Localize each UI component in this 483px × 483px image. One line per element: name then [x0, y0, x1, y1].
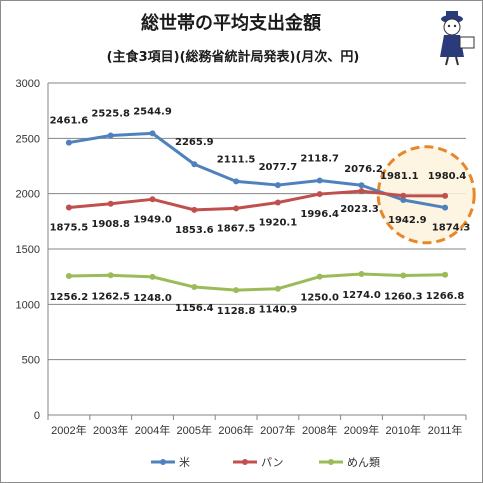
data-point-1: [149, 196, 156, 203]
legend-label: パン: [261, 456, 284, 469]
x-tick-label: 2006年: [218, 423, 253, 437]
data-label: 1949.0: [133, 214, 172, 225]
data-label: 1128.8: [217, 306, 256, 317]
data-point-2: [316, 273, 323, 280]
legend-marker-1: [242, 459, 248, 465]
data-point-0: [358, 182, 365, 189]
data-label: 1256.2: [50, 292, 89, 303]
data-label: 1853.6: [175, 225, 214, 236]
data-point-2: [191, 284, 198, 291]
y-tick-label: 2000: [16, 189, 40, 201]
data-point-1: [191, 206, 198, 213]
data-label: 1996.4: [300, 209, 339, 220]
data-label: 1156.4: [175, 303, 214, 314]
chart-title: 総世帯の平均支出金額: [141, 12, 321, 34]
data-point-1: [274, 199, 281, 206]
legend: 米 パン めん類: [151, 456, 380, 469]
x-tick-label: 2009年: [344, 423, 379, 437]
y-tick-label: 0: [34, 410, 40, 422]
series-line-1: [68, 189, 446, 212]
data-point-0: [442, 204, 449, 211]
data-label: 1274.0: [342, 290, 381, 301]
data-point-0: [65, 139, 72, 146]
x-tick-label: 2002年: [51, 423, 86, 437]
data-point-1: [442, 192, 449, 199]
data-point-2: [233, 287, 240, 294]
x-tick-label: 2003年: [93, 423, 128, 437]
data-label: 1874.3: [432, 223, 471, 234]
data-point-2: [442, 271, 449, 278]
data-label: 2076.2: [344, 164, 383, 175]
data-label: 1248.0: [133, 293, 172, 304]
x-tick-label: 2008年: [302, 423, 337, 437]
data-point-2: [107, 272, 114, 279]
data-point-1: [400, 192, 407, 199]
data-label: 1867.5: [217, 223, 256, 234]
data-label: 1250.0: [300, 293, 339, 304]
data-point-1: [65, 204, 72, 211]
mascot-figure-icon: [440, 11, 475, 66]
y-tick-label: 3000: [16, 78, 40, 90]
x-tick-label: 2011年: [428, 423, 463, 437]
x-tick-label: 2005年: [177, 423, 212, 437]
data-point-2: [274, 285, 281, 292]
data-label: 1262.5: [91, 291, 130, 302]
data-point-0: [191, 161, 198, 168]
data-label: 1260.3: [384, 292, 423, 303]
data-label: 2023.3: [340, 204, 379, 215]
y-tick-label: 1500: [16, 244, 40, 256]
y-tick-label: 1000: [16, 299, 40, 311]
y-tick-label: 500: [22, 355, 40, 367]
x-tick-label: 2004年: [135, 423, 170, 437]
data-label: 1981.1: [380, 171, 419, 182]
data-point-0: [316, 177, 323, 184]
legend-label: めん類: [347, 456, 380, 469]
data-label: 2461.6: [50, 116, 89, 127]
data-label: 1942.9: [388, 215, 427, 226]
data-label: 2111.5: [217, 154, 256, 165]
data-point-1: [316, 191, 323, 198]
legend-marker-2: [328, 459, 334, 465]
data-point-0: [233, 178, 240, 185]
data-point-2: [358, 271, 365, 278]
legend-marker-0: [160, 459, 166, 465]
data-label: 1908.8: [91, 219, 130, 230]
series-lines: [65, 130, 449, 294]
legend-label: 米: [179, 456, 190, 469]
data-label: 1266.8: [426, 291, 465, 302]
data-point-2: [65, 272, 72, 279]
data-point-1: [107, 200, 114, 207]
data-point-1: [358, 188, 365, 195]
data-point-0: [400, 196, 407, 203]
data-point-1: [233, 205, 240, 212]
data-label: 2118.7: [300, 154, 339, 165]
data-point-2: [149, 273, 156, 280]
data-label: 1920.1: [259, 218, 298, 229]
axes: 0 500 1000 1500 2000 2500 3000 2002年 2003年 2004年 2…: [16, 78, 467, 437]
y-tick-label: 2500: [16, 133, 40, 145]
data-label: 2077.7: [259, 162, 298, 173]
data-point-0: [274, 182, 281, 189]
data-label: 1140.9: [259, 305, 298, 316]
data-point-0: [149, 130, 156, 137]
data-label: 2544.9: [133, 106, 172, 117]
x-tick-label: 2010年: [386, 423, 421, 437]
x-tick-label: 2007年: [260, 423, 295, 437]
data-label: 1875.5: [50, 222, 89, 233]
chart-subtitle: (主食3項目)(総務省統計局発表)(月次、円): [107, 49, 360, 65]
data-point-0: [107, 132, 114, 139]
data-label: 2265.9: [175, 137, 214, 148]
data-label: 2525.8: [91, 108, 130, 119]
series-line-2: [68, 272, 446, 292]
data-point-2: [400, 272, 407, 279]
data-label: 1980.4: [428, 171, 467, 182]
